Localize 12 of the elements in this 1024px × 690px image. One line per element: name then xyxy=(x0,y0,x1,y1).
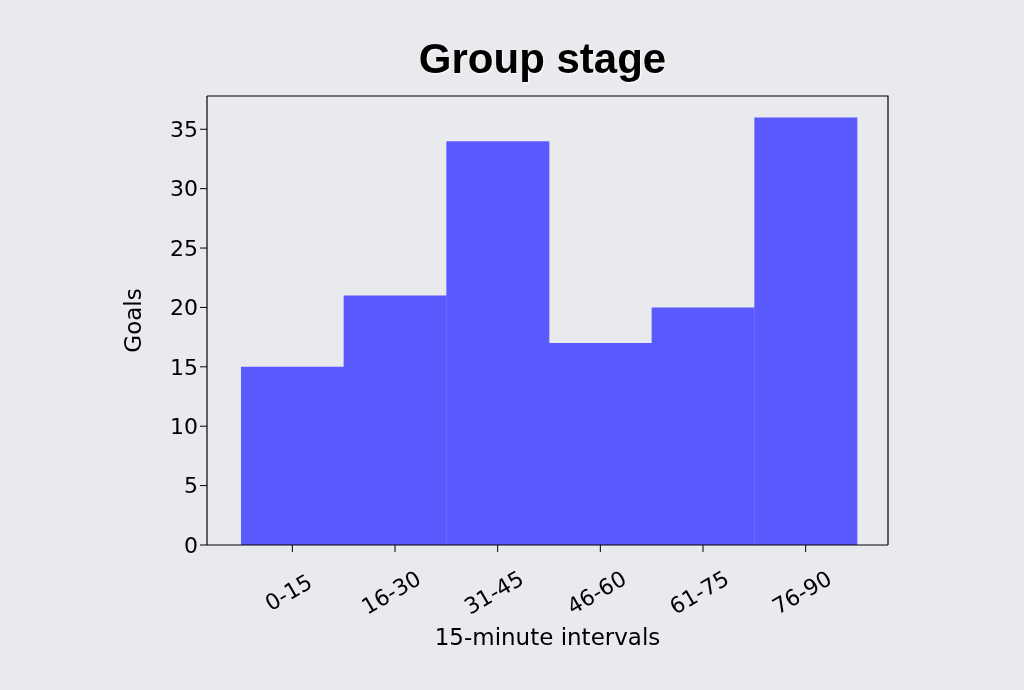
y-tick-label: 10 xyxy=(170,414,198,440)
y-tick-label: 15 xyxy=(170,354,198,380)
x-tick-label: 0-15 xyxy=(260,568,317,616)
chart-title: Group stage xyxy=(417,35,668,82)
y-tick-label: 0 xyxy=(184,532,198,558)
y-axis-title: Goals xyxy=(120,288,146,353)
y-tick-label: 35 xyxy=(170,117,198,143)
x-axis-title: 15-minute intervals xyxy=(434,624,661,650)
y-tick-label: 30 xyxy=(170,176,198,202)
y-tick-label: 5 xyxy=(184,473,198,499)
y-tick-label: 20 xyxy=(170,295,198,321)
y-tick-label: 25 xyxy=(170,235,198,261)
